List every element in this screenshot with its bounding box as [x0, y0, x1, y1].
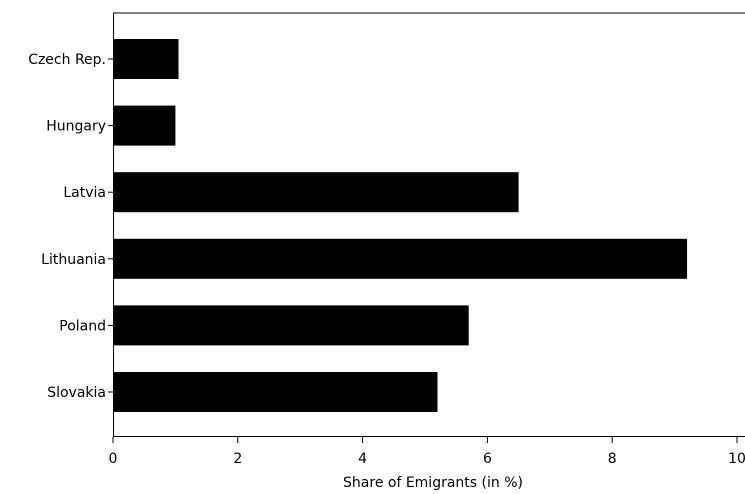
bar-latvia [114, 172, 519, 213]
x-axis-ticks: 0 2 4 6 8 10 [109, 437, 745, 467]
bar-poland [114, 305, 469, 346]
bar-hungary [114, 105, 176, 146]
bar-lithuania [114, 238, 688, 279]
y-tick-label: Czech Rep. [28, 52, 106, 68]
y-axis-ticks: Czech Rep. Hungary Latvia Lithuania Poland Sl… [28, 52, 113, 401]
x-tick-label: 0 [109, 451, 118, 467]
bar-czech-rep [114, 39, 179, 79]
y-tick-label: Slovakia [47, 385, 106, 401]
x-axis-label: Share of Emigrants (in %) [343, 475, 523, 491]
y-tick-label: Hungary [46, 119, 106, 135]
bar-slovakia [114, 372, 438, 412]
x-tick-label: 10 [728, 451, 745, 467]
y-tick-label: Lithuania [41, 252, 106, 268]
y-tick-label: Latvia [63, 185, 106, 201]
y-tick-label: Poland [59, 318, 106, 334]
x-tick-label: 6 [483, 451, 492, 467]
x-tick-label: 8 [608, 451, 617, 467]
x-tick-label: 2 [233, 451, 242, 467]
bars-group [114, 39, 688, 412]
plot-frame [113, 12, 745, 437]
x-tick-label: 4 [358, 451, 367, 467]
